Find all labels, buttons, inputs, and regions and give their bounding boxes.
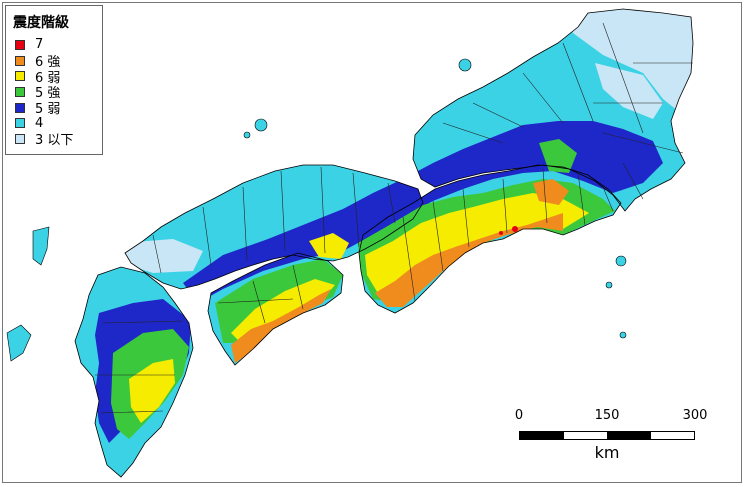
legend-swatch <box>15 133 25 144</box>
legend-swatch <box>15 86 25 97</box>
legend-swatch <box>15 55 25 66</box>
legend-swatch <box>15 39 25 50</box>
islands <box>6 58 627 362</box>
legend-label: 7 <box>35 37 44 53</box>
legend-title: 震度階級 <box>13 15 69 31</box>
legend-label: 6 弱 <box>35 70 61 86</box>
legend-item: 5 強 <box>15 84 73 102</box>
legend-item: 6 強 <box>15 53 73 71</box>
legend-item: 3 以下 <box>15 131 74 149</box>
scale-tick-300: 300 <box>682 408 708 423</box>
legend-label: 4 <box>35 115 44 131</box>
legend-label: 6 強 <box>35 55 61 71</box>
legend-label: 3 以下 <box>35 133 74 149</box>
coastlines <box>74 8 694 478</box>
legend-item: 7 <box>15 37 73 53</box>
scale-bar-graphic <box>519 431 695 440</box>
scale-unit: km <box>594 443 620 462</box>
intensity-map <box>6 8 694 478</box>
legend-item: 5 弱 <box>15 100 73 118</box>
prefecture-borders <box>95 22 693 414</box>
scale-bar: 0 150 300 km <box>508 408 708 468</box>
legend-label: 5 弱 <box>35 102 61 118</box>
legend-label: 5 強 <box>35 86 61 102</box>
legend-item: 6 弱 <box>15 68 73 86</box>
legend-swatch <box>15 118 25 129</box>
scale-tick-150: 150 <box>594 408 620 423</box>
scale-tick-0: 0 <box>514 408 524 423</box>
legend-swatch <box>15 102 25 113</box>
legend-swatch <box>15 71 25 82</box>
legend-item: 4 <box>15 115 73 131</box>
